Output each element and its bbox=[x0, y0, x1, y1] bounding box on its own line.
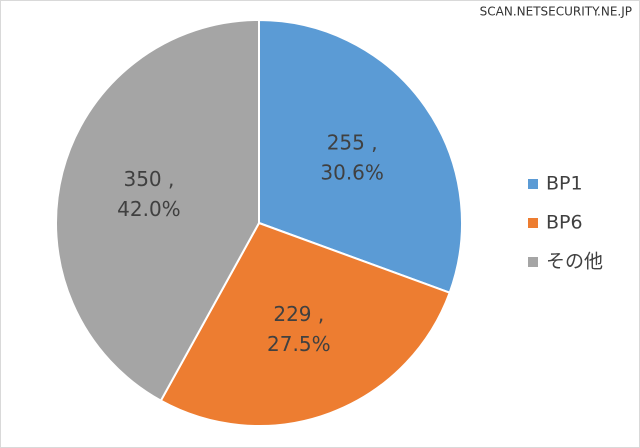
pie-slice bbox=[55, 18, 260, 403]
percent-label: 30.6% bbox=[320, 160, 384, 184]
watermark: SCAN.NETSECURITY.NE.JP bbox=[480, 5, 632, 19]
pie-slice bbox=[159, 221, 451, 427]
legend-label: BP1 bbox=[546, 173, 583, 195]
percent-label: 27.5% bbox=[267, 332, 331, 356]
data-label: 255 , bbox=[327, 130, 378, 154]
data-label: 229 , bbox=[273, 302, 324, 326]
legend-label: BP6 bbox=[546, 212, 583, 234]
percent-label: 42.0% bbox=[117, 197, 181, 221]
legend-swatch bbox=[528, 179, 538, 189]
pie-slice bbox=[258, 18, 463, 294]
data-label: 350 , bbox=[123, 167, 174, 191]
legend-label: その他 bbox=[546, 251, 603, 273]
legend-swatch bbox=[528, 257, 538, 267]
legend-swatch bbox=[528, 218, 538, 228]
